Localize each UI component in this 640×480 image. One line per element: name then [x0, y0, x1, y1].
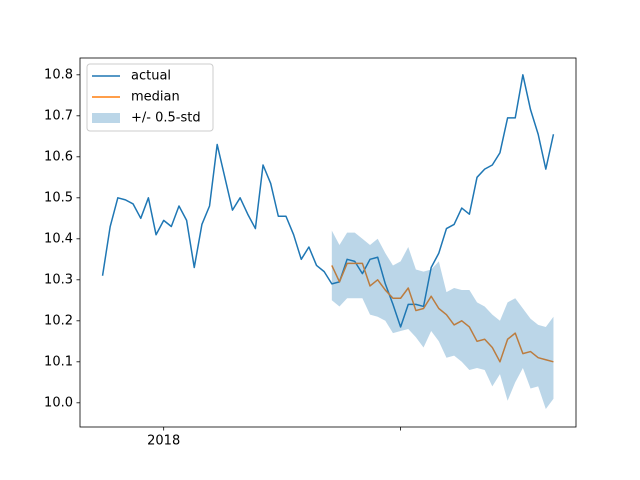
std-band: [331, 230, 554, 409]
y-tick-label: 10.0: [44, 395, 73, 410]
legend: actual median +/- 0.5-std: [86, 63, 214, 132]
y-tick-label: 10.5: [44, 190, 73, 205]
y-tick-label: 10.2: [44, 313, 73, 328]
y-tick-label: 10.6: [44, 149, 73, 164]
legend-label: median: [131, 90, 180, 105]
legend-box: [86, 63, 214, 132]
y-tick-label: 10.4: [44, 231, 73, 246]
plot-frame: [79, 57, 577, 428]
series-line: [331, 262, 554, 363]
x-tick-label: 2018: [147, 434, 180, 449]
legend-label: +/- 0.5-std: [131, 111, 201, 126]
legend-label: actual: [131, 69, 171, 84]
y-tick-label: 10.8: [44, 67, 73, 82]
y-tick-label: 10.1: [44, 354, 73, 369]
y-tick-label: 10.7: [44, 108, 73, 123]
y-tick-label: 10.3: [44, 272, 73, 287]
series-line: [101, 74, 555, 328]
legend-swatch: [92, 113, 120, 123]
